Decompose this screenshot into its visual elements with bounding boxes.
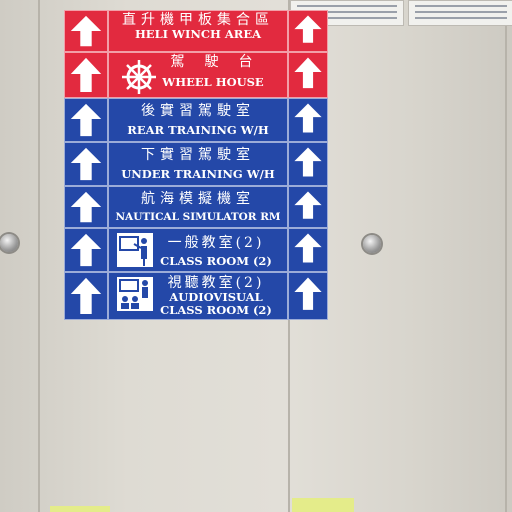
up-arrow-icon <box>288 228 328 272</box>
floor-tape <box>292 498 354 512</box>
sign-row-audiovisual: 視聽教室(2) AUDIOVISUAL CLASS ROOM (2) <box>64 272 328 320</box>
up-arrow-icon <box>64 52 108 98</box>
ship-wheel-icon <box>122 60 156 94</box>
sign-row-nautical-simulator: 航海模擬機室 NAUTICAL SIMULATOR RM <box>64 186 328 228</box>
wall-notice <box>408 0 512 26</box>
row-english-label: WHEEL HOUSE <box>162 75 264 89</box>
up-arrow-icon <box>288 52 328 98</box>
up-arrow-icon <box>64 272 108 320</box>
row-chinese-label: 視聽教室(2) <box>167 275 265 291</box>
row-chinese-label: 後實習駕駛室 <box>141 103 255 119</box>
sign-row-wheel-house: 駕 駛 台 WHEEL HOUSE <box>64 52 328 98</box>
up-arrow-icon <box>288 186 328 228</box>
row-chinese-label: 一般教室(2) <box>167 235 265 251</box>
row-chinese-label: 駕 駛 台 <box>170 54 256 70</box>
door-knob[interactable] <box>0 234 18 252</box>
row-english-label-2: CLASS ROOM (2) <box>160 303 272 317</box>
row-english-label: HELI WINCH AREA <box>134 27 262 41</box>
row-chinese-label: 航海模擬機室 <box>141 191 255 207</box>
up-arrow-icon <box>64 10 108 52</box>
row-english-label: NAUTICAL SIMULATOR RM <box>115 211 281 223</box>
sign-row-class-room: 一般教室(2) CLASS ROOM (2) <box>64 228 328 272</box>
up-arrow-icon <box>64 228 108 272</box>
door-knob[interactable] <box>363 235 381 253</box>
up-arrow-icon <box>288 272 328 320</box>
audiovisual-classroom-icon <box>117 277 153 311</box>
sign-row-rear-training: 後實習駕駛室 REAR TRAINING W/H <box>64 98 328 142</box>
classroom-teacher-icon <box>117 233 153 267</box>
sign-row-heli-winch: 直升機甲板集合區 HELI WINCH AREA <box>64 10 328 52</box>
wall-panel-seam <box>505 0 507 512</box>
sign-row-under-training: 下實習駕駛室 UNDER TRAINING W/H <box>64 142 328 186</box>
up-arrow-icon <box>64 186 108 228</box>
up-arrow-icon <box>288 10 328 52</box>
row-english-label: AUDIOVISUAL <box>169 290 263 304</box>
up-arrow-icon <box>64 98 108 142</box>
up-arrow-icon <box>288 98 328 142</box>
row-chinese-label: 直升機甲板集合區 <box>122 12 274 28</box>
row-english-label: UNDER TRAINING W/H <box>121 167 275 181</box>
row-chinese-label: 下實習駕駛室 <box>141 147 255 163</box>
up-arrow-icon <box>288 142 328 186</box>
row-english-label: CLASS ROOM (2) <box>160 254 272 268</box>
row-english-label: REAR TRAINING W/H <box>127 123 269 137</box>
up-arrow-icon <box>64 142 108 186</box>
floor-tape <box>50 506 110 512</box>
wall-panel-seam <box>38 0 40 512</box>
